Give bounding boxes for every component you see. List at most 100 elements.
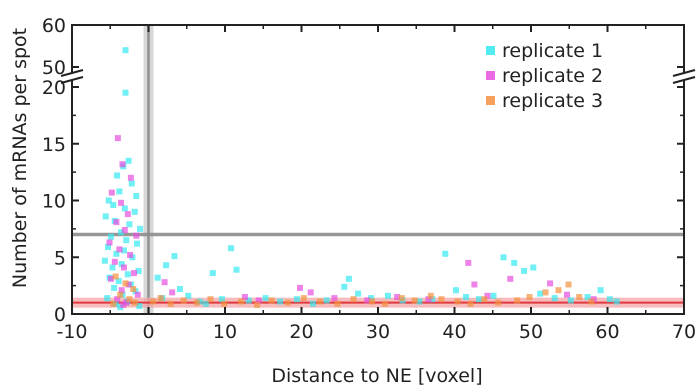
data-point-series-3 <box>300 295 307 302</box>
data-point-series-1 <box>101 257 108 264</box>
data-point-series-1 <box>606 296 613 303</box>
data-point-series-1 <box>137 225 144 232</box>
data-point-series-3 <box>126 296 133 303</box>
y-tick-label: 15 <box>42 134 66 156</box>
data-point-series-3 <box>467 300 474 307</box>
data-point-series-3 <box>381 300 388 307</box>
data-point-series-1 <box>176 286 183 292</box>
data-point-series-1 <box>537 290 544 297</box>
data-point-series-2 <box>364 297 371 304</box>
data-point-series-3 <box>454 298 461 305</box>
data-point-series-3 <box>150 298 157 305</box>
y-tick-label: 10 <box>42 191 66 213</box>
data-point-series-1 <box>245 297 252 304</box>
data-point-series-3 <box>157 295 164 302</box>
legend-label-1: replicate 1 <box>502 40 603 62</box>
data-point-series-1 <box>105 244 111 250</box>
data-point-series-2 <box>116 246 123 253</box>
data-point-series-3 <box>565 281 572 288</box>
data-point-series-3 <box>495 299 502 306</box>
data-point-series-3 <box>526 294 533 300</box>
data-point-series-2 <box>425 296 432 303</box>
data-point-series-2 <box>133 232 140 239</box>
data-point-series-2 <box>127 252 134 258</box>
data-point-series-1 <box>511 259 518 266</box>
data-point-series-1 <box>110 202 117 208</box>
data-point-series-2 <box>113 219 120 226</box>
data-point-series-1 <box>133 193 140 199</box>
data-point-series-3 <box>316 298 323 305</box>
chart-legend: replicate 1 replicate 2 replicate 3 <box>486 40 603 112</box>
data-point-series-1 <box>262 295 269 302</box>
data-point-series-3 <box>221 300 228 307</box>
data-point-series-3 <box>268 297 275 304</box>
x-tick-label: 70 <box>672 321 696 343</box>
data-point-series-3 <box>131 299 138 306</box>
data-point-series-1 <box>125 157 132 164</box>
data-point-series-1 <box>121 247 127 254</box>
data-point-series-3 <box>514 297 521 304</box>
axis-break-gap <box>62 74 82 80</box>
axis-break-gap <box>674 74 694 80</box>
data-point-series-1 <box>128 180 135 187</box>
data-point-series-2 <box>161 279 168 286</box>
data-point-series-1 <box>293 296 300 303</box>
data-point-series-1 <box>136 303 143 310</box>
data-point-series-1 <box>108 233 114 240</box>
data-point-series-2 <box>118 199 124 206</box>
data-point-series-1 <box>500 254 507 261</box>
data-point-series-1 <box>228 245 235 252</box>
data-point-series-3 <box>398 295 405 302</box>
data-point-series-3 <box>238 298 245 305</box>
x-tick-label: 0 <box>142 321 154 343</box>
x-tick-label: 40 <box>442 321 466 343</box>
data-point-series-2 <box>121 264 127 271</box>
data-point-series-1 <box>310 300 316 307</box>
data-point-series-2 <box>124 211 131 218</box>
axis-break-mark <box>672 69 696 77</box>
data-point-series-1 <box>105 197 112 204</box>
data-point-series-2 <box>547 280 554 287</box>
data-point-series-2 <box>120 301 127 308</box>
axis-break-mark <box>672 76 696 84</box>
data-point-series-2 <box>394 294 401 300</box>
data-point-series-1 <box>118 229 124 236</box>
data-point-series-3 <box>130 286 137 292</box>
data-point-series-2 <box>108 189 115 196</box>
data-point-series-2 <box>108 275 114 282</box>
y-tick-label: 0 <box>54 304 66 326</box>
data-point-series-3 <box>180 297 187 304</box>
axis-break-mark <box>60 69 84 77</box>
data-point-series-1 <box>209 270 216 277</box>
data-point-series-1 <box>597 287 604 294</box>
data-point-series-2 <box>255 297 262 304</box>
axis-break-mark <box>60 76 84 84</box>
data-point-series-2 <box>121 227 128 233</box>
data-point-series-1 <box>115 278 122 285</box>
data-point-series-2 <box>241 294 248 300</box>
data-point-series-3 <box>284 299 291 306</box>
data-point-series-2 <box>471 281 478 288</box>
legend-label-3: replicate 3 <box>502 90 603 112</box>
data-point-series-1 <box>490 292 497 299</box>
data-point-series-2 <box>507 275 514 282</box>
data-point-series-2 <box>134 291 141 298</box>
data-point-series-3 <box>207 296 214 303</box>
x-tick-label: 10 <box>213 321 237 343</box>
data-point-series-3 <box>368 298 375 305</box>
data-point-series-1 <box>416 298 423 305</box>
data-point-series-3 <box>411 297 418 304</box>
data-point-series-1 <box>551 295 558 302</box>
data-point-series-1 <box>121 205 128 212</box>
data-point-series-1 <box>345 275 352 282</box>
data-point-series-1 <box>463 294 469 300</box>
data-point-series-1 <box>277 298 284 305</box>
legend-swatch-1 <box>486 46 495 55</box>
data-point-series-1 <box>116 188 123 195</box>
y-tick-label: 50 <box>42 57 66 79</box>
data-point-series-3 <box>588 298 595 305</box>
data-point-series-3 <box>555 287 562 294</box>
data-point-series-1 <box>368 295 375 302</box>
